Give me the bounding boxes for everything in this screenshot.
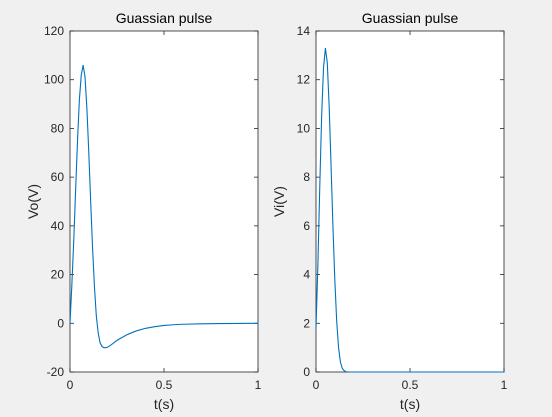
right-y-axis-label: Vi(V) <box>271 186 287 217</box>
left-x-tick-label: 0 <box>67 378 74 392</box>
left-y-tick-label: 20 <box>51 268 65 282</box>
right-y-tick-label: 2 <box>303 316 310 330</box>
right-y-tick-label: 12 <box>297 73 311 87</box>
right-x-tick-label: 1 <box>501 378 508 392</box>
left-y-tick-label: 40 <box>51 219 65 233</box>
right-x-tick-label: 0.5 <box>402 378 419 392</box>
right-y-tick-label: 4 <box>303 268 310 282</box>
left-y-tick-label: 0 <box>57 316 64 330</box>
left-y-axis-label: Vo(V) <box>25 184 41 219</box>
right-x-tick-label: 0 <box>313 378 320 392</box>
left-y-tick-label: -20 <box>47 365 65 379</box>
left-series-line <box>69 64 259 349</box>
right-chart: 0 2 4 6 8 10 12 14 0 0.5 1 Guassian pulse t(s) Vi(V) <box>271 10 508 412</box>
left-plot-area <box>69 30 259 373</box>
left-y-tick-label: 120 <box>44 24 64 38</box>
left-x-axis-label: t(s) <box>154 396 174 412</box>
right-y-tick-label: 10 <box>297 121 311 135</box>
right-x-axis-label: t(s) <box>400 396 420 412</box>
left-y-tick-label: 80 <box>51 121 65 135</box>
right-chart-title: Guassian pulse <box>362 10 459 26</box>
right-y-tick-label: 0 <box>303 365 310 379</box>
left-x-tick-label: 1 <box>255 378 262 392</box>
left-y-tick-label: 60 <box>51 170 65 184</box>
left-y-tick-label: 100 <box>44 73 64 87</box>
left-x-tick-label: 0.5 <box>156 378 173 392</box>
right-series-line <box>315 47 504 373</box>
right-plot-area <box>315 30 505 373</box>
right-y-tick-label: 6 <box>303 219 310 233</box>
left-chart-title: Guassian pulse <box>116 10 213 26</box>
right-y-tick-label: 14 <box>297 24 311 38</box>
right-y-tick-label: 8 <box>303 170 310 184</box>
